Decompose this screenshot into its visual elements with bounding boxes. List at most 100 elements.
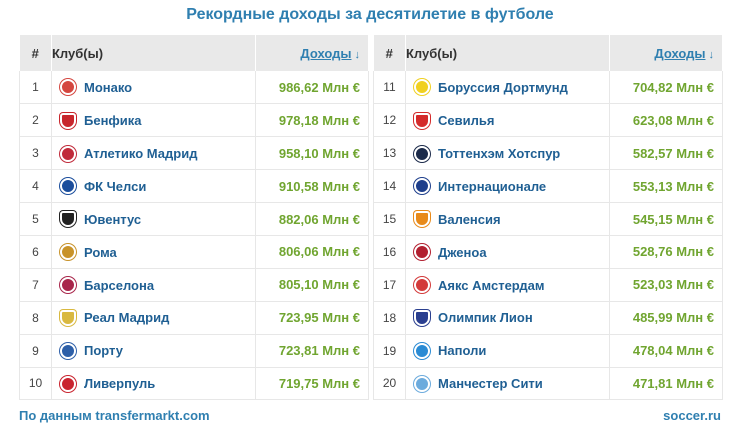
club-cell: Реал Мадрид [51,301,256,335]
rank-cell: 16 [373,235,406,269]
table-row: 5 Ювентус 882,06 Млн € [19,202,369,236]
income-cell: 882,06 Млн € [255,202,369,236]
club-name-link[interactable]: Монако [84,79,133,95]
roma-logo-icon[interactable] [60,244,76,261]
lyon-logo-icon[interactable] [414,309,430,326]
table-row: 9 Порту 723,81 Млн € [19,334,369,368]
napoli-logo-icon[interactable] [414,342,430,359]
club-name-link[interactable]: Интернационале [438,178,547,194]
club-name-link[interactable]: Ливерпуль [84,376,156,392]
benfica-logo-icon[interactable] [60,112,76,129]
income-cell: 958,10 Млн € [255,136,369,171]
sevilla-logo-icon[interactable] [414,112,430,129]
dortmund-logo-icon[interactable] [414,79,430,96]
income-cell: 723,81 Млн € [255,334,369,368]
income-sort-label[interactable]: Доходы [300,45,352,61]
ajax-logo-icon[interactable] [414,277,430,294]
club-name-link[interactable]: Рома [84,244,117,260]
club-name-link[interactable]: Бенфика [84,113,142,129]
club-name-link[interactable]: Севилья [438,113,495,129]
club-cell: Порту [51,334,256,368]
income-sort-label[interactable]: Доходы [654,45,706,61]
club-cell: Ювентус [51,202,256,236]
income-cell: 805,10 Млн € [255,268,369,302]
club-name-link[interactable]: Аякс Амстердам [438,277,545,293]
club-name-link[interactable]: Боруссия Дортмунд [438,79,568,95]
rank-cell: 10 [19,367,52,401]
table-row: 13 Тоттенхэм Хотспур 582,57 Млн € [373,136,723,171]
rank-cell: 1 [19,71,52,105]
income-cell: 528,76 Млн € [609,235,723,269]
barcelona-logo-icon[interactable] [60,277,76,294]
income-cell: 545,15 Млн € [609,202,723,236]
brand-credit: soccer.ru [663,408,721,423]
porto-logo-icon[interactable] [60,342,76,359]
column-header-rank: # [19,35,52,71]
rank-cell: 20 [373,367,406,401]
real-madrid-logo-icon[interactable] [60,309,76,326]
rank-cell: 8 [19,301,52,335]
club-cell: Дженоа [405,235,610,269]
table-row: 10 Ливерпуль 719,75 Млн € [19,367,369,401]
rank-cell: 11 [373,71,406,105]
table-row: 17 Аякс Амстердам 523,03 Млн € [373,268,723,302]
income-cell: 806,06 Млн € [255,235,369,269]
chelsea-logo-icon[interactable] [60,178,76,195]
income-cell: 986,62 Млн € [255,71,369,105]
table-row: 15 Валенсия 545,15 Млн € [373,202,723,236]
income-cell: 623,08 Млн € [609,103,723,138]
atletico-logo-icon[interactable] [60,145,76,162]
income-cell: 523,03 Млн € [609,268,723,302]
club-name-link[interactable]: Барселона [84,277,155,293]
table-row: 11 Боруссия Дортмунд 704,82 Млн € [373,71,723,105]
club-cell: Ливерпуль [51,367,256,401]
table-row: 19 Наполи 478,04 Млн € [373,334,723,368]
club-name-link[interactable]: Валенсия [438,211,501,227]
club-cell: ФК Челси [51,169,256,204]
rank-cell: 14 [373,169,406,204]
club-name-link[interactable]: Олимпик Лион [438,310,533,326]
club-name-link[interactable]: Реал Мадрид [84,310,170,326]
table-row: 7 Барселона 805,10 Млн € [19,268,369,302]
sort-arrow-icon: ↓ [708,48,715,61]
valencia-logo-icon[interactable] [414,211,430,228]
monaco-logo-icon[interactable] [60,79,76,96]
club-cell: Интернационале [405,169,610,204]
income-cell: 719,75 Млн € [255,367,369,401]
income-cell: 471,81 Млн € [609,367,723,401]
club-name-link[interactable]: Наполи [438,343,487,359]
rank-cell: 3 [19,136,52,171]
table-row: 8 Реал Мадрид 723,95 Млн € [19,301,369,335]
table-row: 2 Бенфика 978,18 Млн € [19,103,369,138]
table-row: 4 ФК Челси 910,58 Млн € [19,169,369,204]
column-header-income-sort[interactable]: Доходы ↓ [609,35,723,71]
table-header-row: # Клуб(ы) Доходы ↓ [19,35,369,71]
club-cell: Боруссия Дортмунд [405,71,610,105]
liverpool-logo-icon[interactable] [60,375,76,392]
club-name-link[interactable]: Тоттенхэм Хотспур [438,146,561,161]
table-row: 16 Дженоа 528,76 Млн € [373,235,723,269]
rank-cell: 17 [373,268,406,302]
club-name-link[interactable]: Ювентус [84,211,142,227]
club-cell: Монако [51,71,256,105]
table-row: 20 Манчестер Сити 471,81 Млн € [373,367,723,401]
rankings-table-left: # Клуб(ы) Доходы ↓ 1 Монако 986,62 Млн € 2 Бе… [19,35,369,401]
club-name-link[interactable]: Дженоа [438,244,487,260]
tottenham-logo-icon[interactable] [414,145,430,162]
juventus-logo-icon[interactable] [60,211,76,228]
rank-cell: 15 [373,202,406,236]
club-name-link[interactable]: ФК Челси [84,178,147,194]
column-header-income-sort[interactable]: Доходы ↓ [255,35,369,71]
column-header-club: Клуб(ы) [51,35,256,71]
sort-arrow-icon: ↓ [354,48,361,61]
genoa-logo-icon[interactable] [414,244,430,261]
inter-logo-icon[interactable] [414,178,430,195]
income-cell: 910,58 Млн € [255,169,369,204]
man-city-logo-icon[interactable] [414,375,430,392]
column-header-rank: # [373,35,406,71]
table-row: 3 Атлетико Мадрид 958,10 Млн € [19,136,369,171]
club-cell: Барселона [51,268,256,302]
club-name-link[interactable]: Атлетико Мадрид [84,146,198,161]
club-name-link[interactable]: Порту [84,343,123,359]
club-name-link[interactable]: Манчестер Сити [438,376,543,392]
